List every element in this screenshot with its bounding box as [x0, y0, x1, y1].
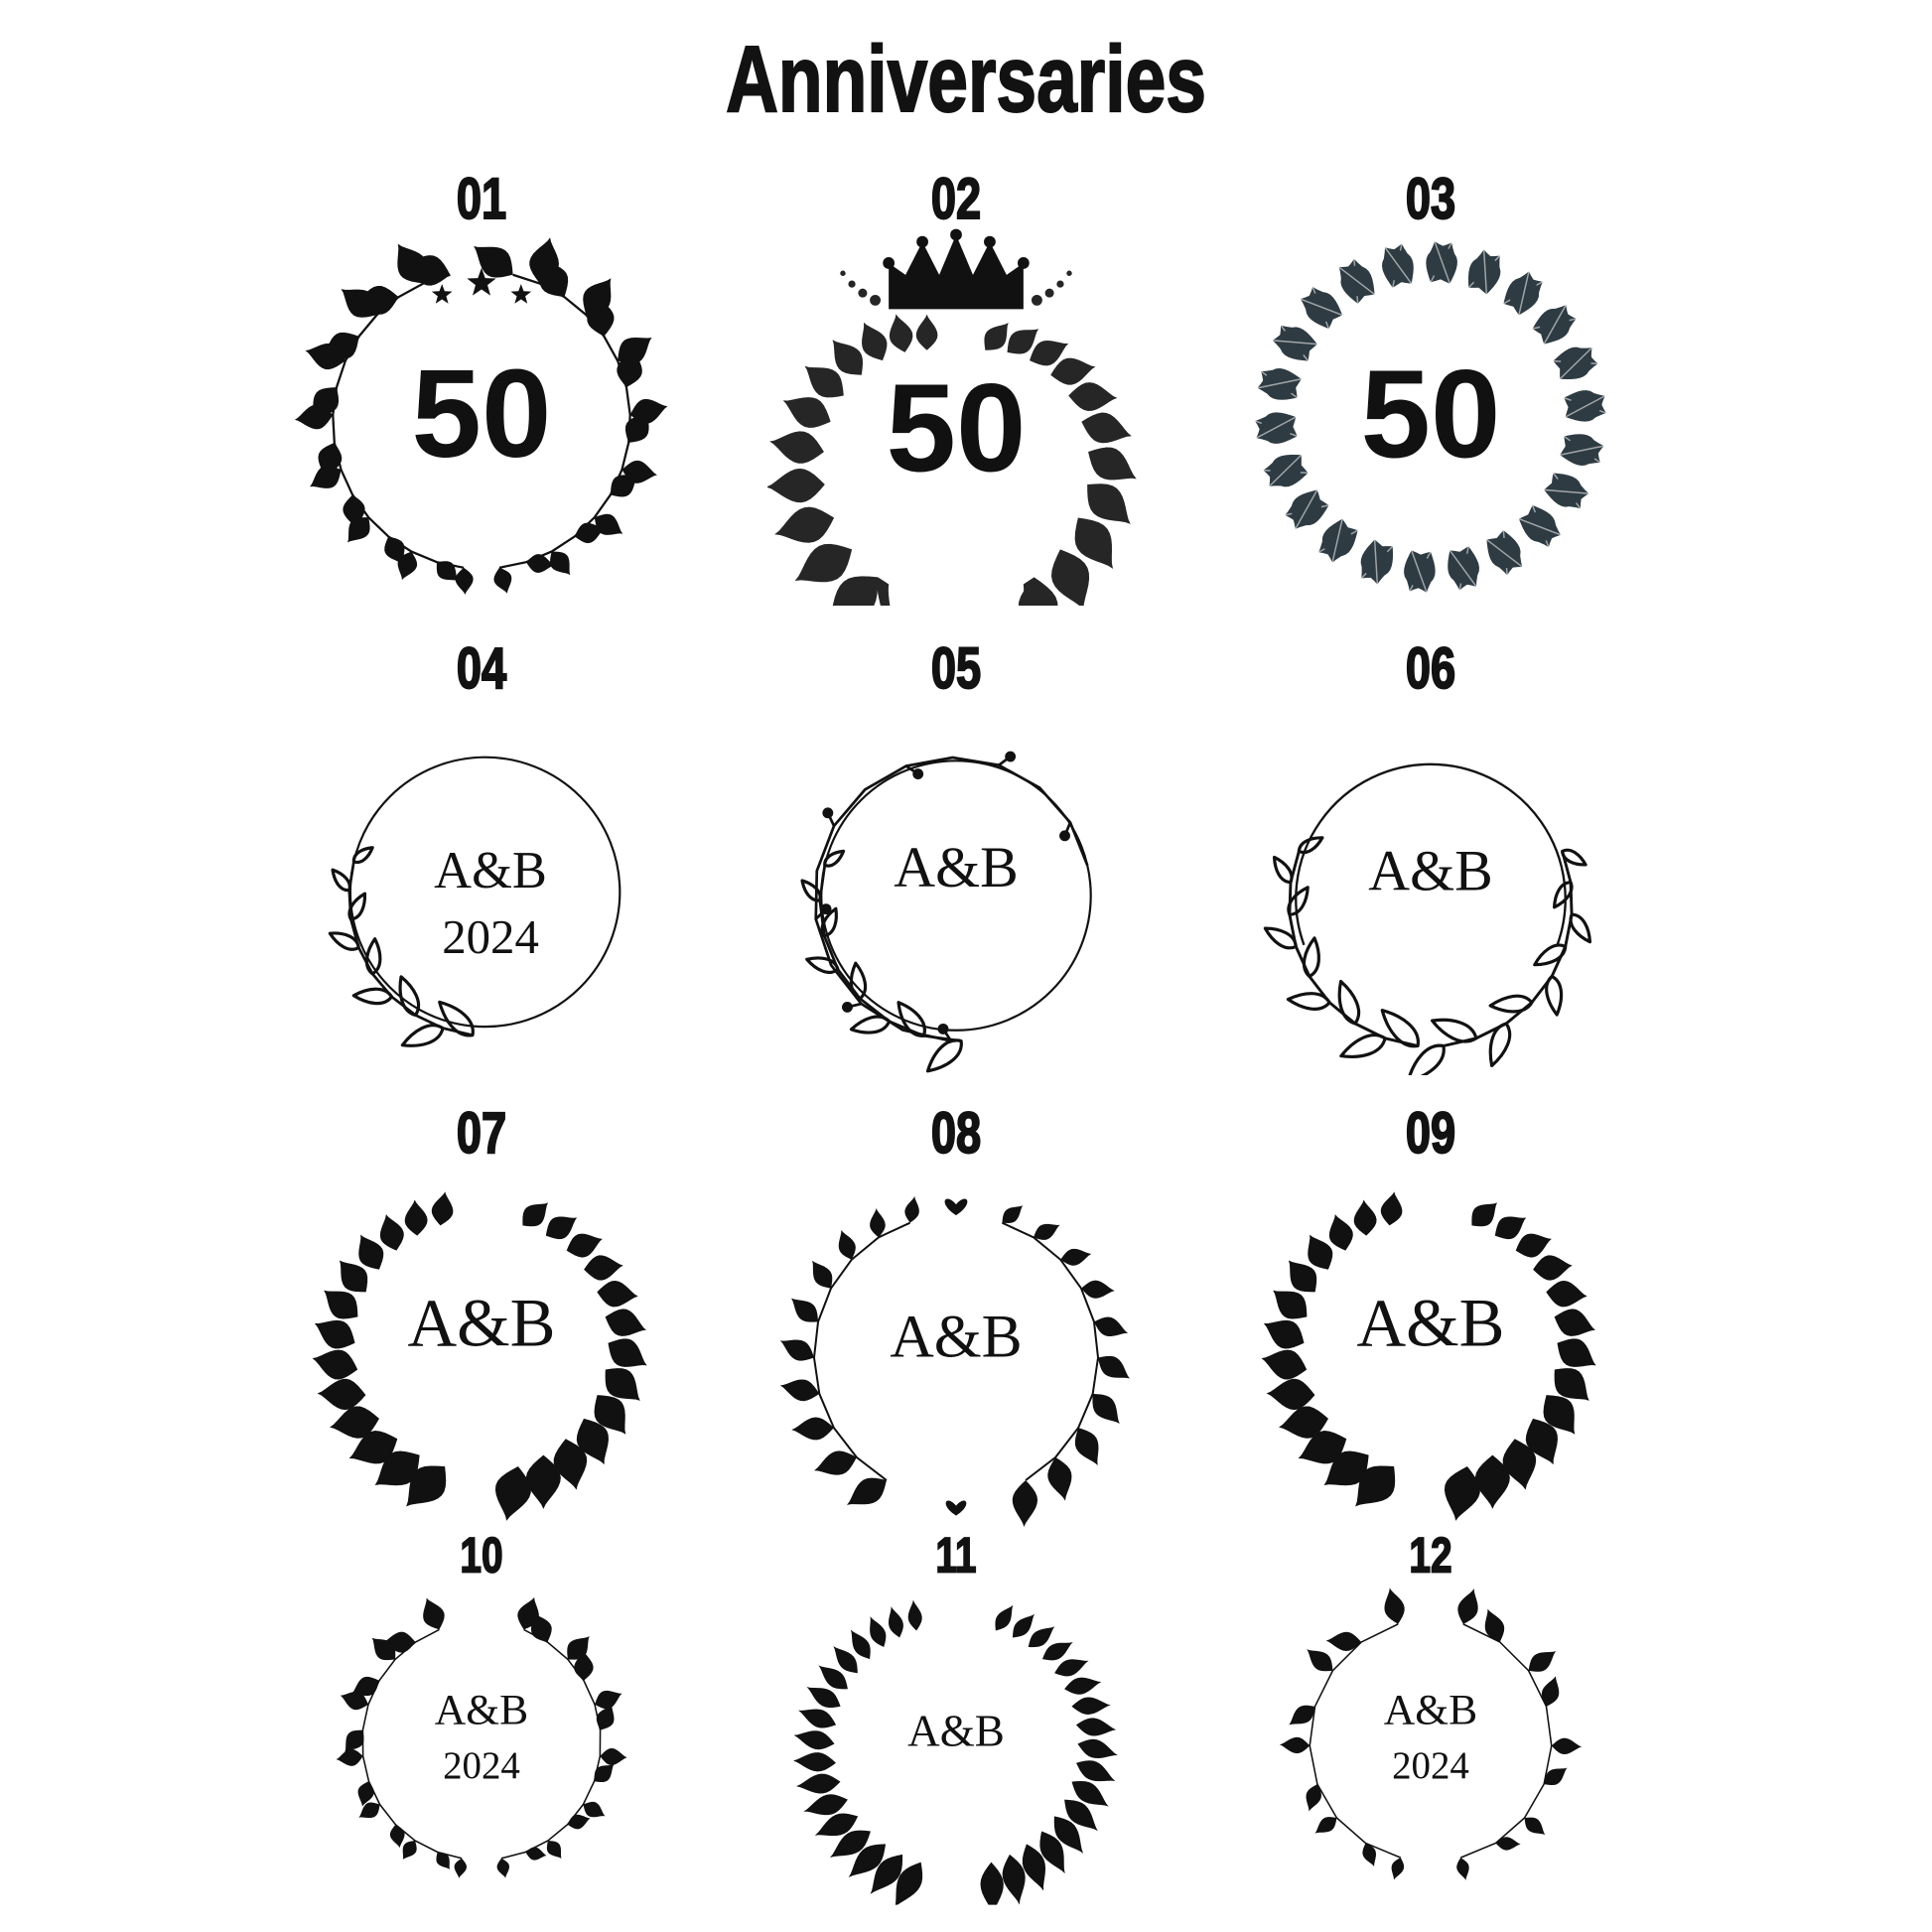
svg-text:2024: 2024	[443, 1744, 520, 1787]
svg-text:A&B: A&B	[907, 1706, 1005, 1755]
svg-text:50: 50	[412, 343, 552, 483]
svg-text:A&B: A&B	[408, 1286, 556, 1361]
svg-text:A&B: A&B	[1384, 1687, 1477, 1734]
svg-text:A&B: A&B	[890, 1303, 1022, 1370]
svg-text:50: 50	[887, 356, 1027, 497]
svg-text:50: 50	[1361, 344, 1501, 484]
svg-text:A&B: A&B	[894, 835, 1018, 899]
svg-text:A&B: A&B	[1368, 839, 1492, 903]
svg-text:2024: 2024	[442, 909, 539, 964]
svg-text:2024: 2024	[1392, 1744, 1469, 1787]
svg-text:A&B: A&B	[435, 1687, 528, 1734]
svg-text:A&B: A&B	[434, 842, 547, 899]
svg-text:A&B: A&B	[1357, 1286, 1505, 1361]
